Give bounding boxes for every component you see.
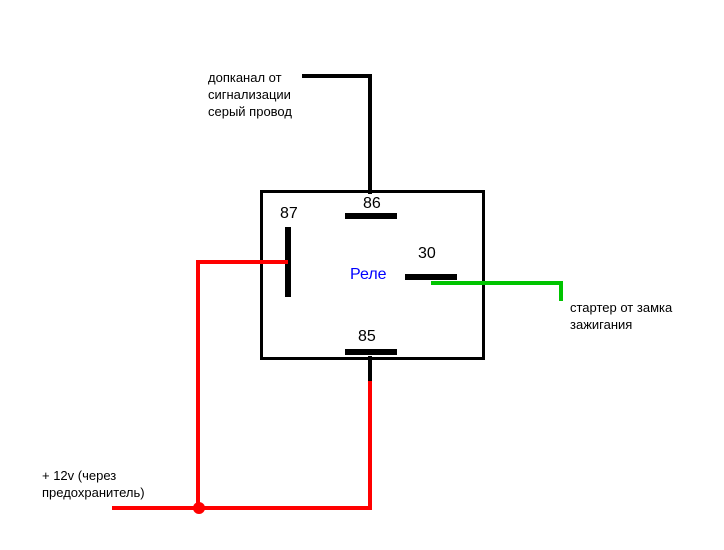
label-right-line1: стартер от замка [570,300,672,317]
wire-black-86-horz [302,74,372,78]
label-bottom: + 12v (через предохранитель) [42,468,145,502]
label-right-line2: зажигания [570,317,672,334]
pin-30-terminal [405,274,457,280]
pin-86-terminal [345,213,397,219]
label-top-line3: серый провод [208,104,292,121]
relay-label: Реле [350,266,387,284]
label-top-line2: сигнализации [208,87,292,104]
wire-red-87-vert [196,260,200,510]
pin-85-label: 85 [358,328,376,346]
label-top-line1: допканал от [208,70,292,87]
wire-red-bottom [112,506,372,510]
wire-black-85-stub [368,356,372,381]
pin-30-label: 30 [418,245,436,263]
wire-red-87-horz [198,260,288,264]
junction-dot [193,502,205,514]
label-top: допканал от сигнализации серый провод [208,70,292,121]
wire-green-horz [431,281,563,285]
pin-86-label: 86 [363,195,381,213]
wire-black-86-vert [368,77,372,194]
label-bottom-line1: + 12v (через [42,468,145,485]
wire-green-vert [559,281,563,301]
wire-red-85-vert [368,381,372,510]
pin-87-label: 87 [280,205,298,223]
label-bottom-line2: предохранитель) [42,485,145,502]
pin-85-terminal [345,349,397,355]
label-right: стартер от замка зажигания [570,300,672,334]
